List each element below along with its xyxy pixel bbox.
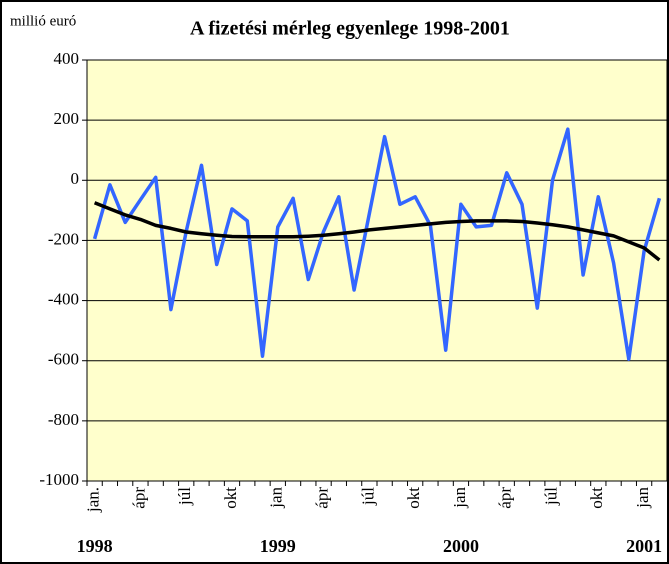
series-line: [92, 127, 662, 361]
x-tick-label: ápr: [129, 487, 148, 509]
y-tick-label: 0: [71, 169, 80, 188]
x-tick-label: júl: [175, 487, 194, 506]
x-tick-label: okt: [404, 487, 423, 509]
x-tick-label: ápr: [496, 487, 515, 509]
y-tick-label: -200: [48, 229, 79, 248]
y-tick-label: -1000: [39, 470, 79, 489]
x-tick-label: jan: [267, 487, 286, 509]
y-tick-label: -800: [48, 410, 79, 429]
x-tick-label: júl: [541, 487, 560, 506]
y-tick-label: -400: [48, 289, 79, 308]
x-tick-label: okt: [587, 487, 606, 509]
y-axis-label: millió euró: [10, 13, 76, 29]
year-label: 1998: [77, 536, 113, 556]
chart-title: A fizetési mérleg egyenlege 1998-2001: [190, 18, 510, 40]
x-tick-label: okt: [221, 487, 240, 509]
plot-area: [86, 59, 668, 482]
y-tick-label: -600: [48, 350, 79, 369]
y-tick-label: 200: [54, 109, 80, 128]
x-tick-label: ápr: [312, 487, 331, 509]
year-label: 2001: [626, 536, 662, 556]
series-line: [93, 201, 661, 262]
x-tick-label: jan: [450, 487, 469, 509]
y-tick-label: 400: [54, 49, 80, 68]
x-tick-label: jan.: [84, 487, 103, 513]
year-label: 2000: [443, 536, 479, 556]
x-tick-label: jan: [633, 487, 652, 509]
year-label: 1999: [260, 536, 296, 556]
x-tick-label: júl: [358, 487, 377, 506]
